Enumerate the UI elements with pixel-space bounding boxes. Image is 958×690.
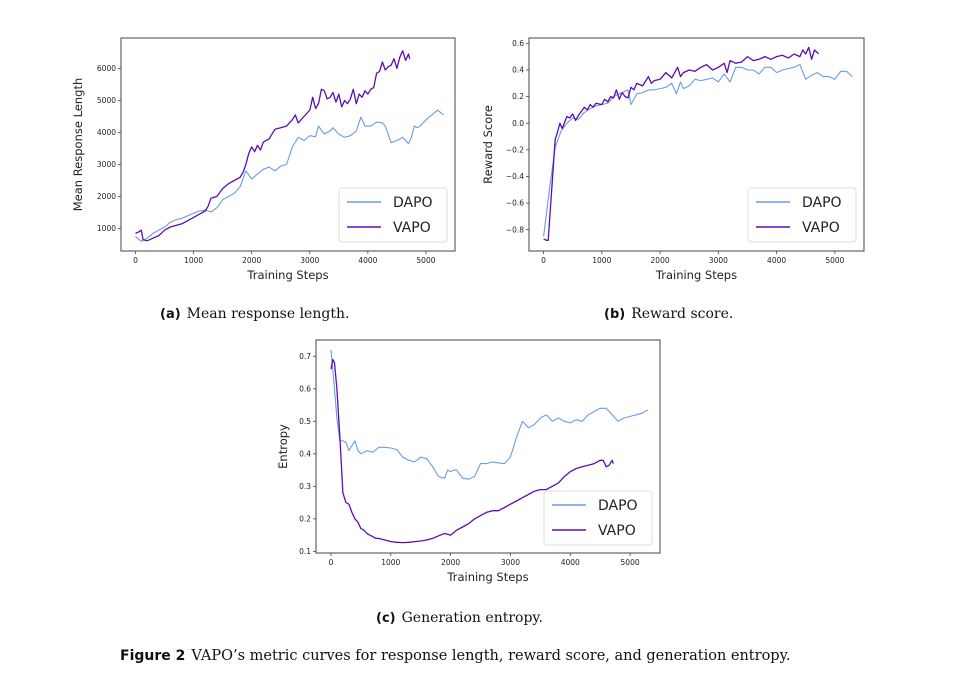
subcaption-b: (b) Reward score.: [604, 306, 733, 322]
y-tick-label: 5000: [97, 96, 116, 105]
subcaption-b-text: Reward score.: [631, 306, 734, 322]
x-tick-label: 4000: [767, 256, 786, 265]
x-tick-label: 0: [133, 256, 138, 265]
x-tick-label: 1000: [592, 256, 611, 265]
subcaption-a-label: (a): [160, 307, 181, 322]
y-tick-label: −0.4: [506, 172, 524, 181]
y-tick-label: 4000: [97, 128, 116, 137]
x-tick-label: 5000: [621, 558, 640, 567]
x-axis-label: Training Steps: [246, 268, 328, 282]
subcaption-a: (a) Mean response length.: [160, 306, 349, 322]
legend-label-vapo: VAPO: [802, 220, 840, 236]
plot-b: 0 1000 2000 3000 4000 5000 −0.8 −0.6 −0.4 −0.2 0.0…: [481, 37, 865, 282]
x-tick-label: 3000: [709, 256, 728, 265]
series-line-vapo: [135, 50, 411, 242]
y-tick-label: 2000: [97, 192, 116, 201]
subcaption-b-label: (b): [604, 307, 626, 322]
y-tick-label: 0.7: [299, 352, 311, 361]
x-tick-label: 4000: [358, 256, 377, 265]
legend: DAPO VAPO: [338, 187, 448, 243]
y-axis-label: Reward Score: [481, 105, 495, 184]
legend-label-dapo: DAPO: [393, 195, 433, 211]
x-axis-label: Training Steps: [446, 570, 528, 584]
y-tick-label: 3000: [97, 160, 116, 169]
x-tick-label: 5000: [825, 256, 844, 265]
x-tick-label: 4000: [561, 558, 580, 567]
plot-a: 0 1000 2000 3000 4000 5000 1000 2000 3000 4000 500…: [71, 37, 456, 282]
y-tick-label: 0.6: [512, 39, 524, 48]
y-tick-label: −0.8: [506, 225, 524, 234]
y-tick-label: 0.1: [299, 547, 311, 556]
legend-label-dapo: DAPO: [598, 498, 638, 514]
axes-frame: [528, 37, 865, 252]
y-axis-label: Entropy: [276, 424, 290, 469]
legend: DAPO VAPO: [747, 187, 857, 243]
x-tick-label: 2000: [651, 256, 670, 265]
x-tick-label: 3000: [501, 558, 520, 567]
x-tick-label: 3000: [300, 256, 319, 265]
x-tick-label: 5000: [416, 256, 435, 265]
x-tick-label: 1000: [381, 558, 400, 567]
y-tick-label: −0.6: [506, 199, 524, 208]
y-tick-label: 0.0: [512, 119, 524, 128]
series-line-dapo: [543, 64, 853, 237]
series-line-vapo: [543, 46, 820, 241]
figure-caption-text: VAPO’s metric curves for response length…: [191, 648, 791, 664]
x-axis-label: Training Steps: [655, 268, 737, 282]
figure-caption: Figure 2 VAPO’s metric curves for respons…: [120, 648, 790, 664]
y-tick-label: 1000: [97, 224, 116, 233]
series-line-vapo: [330, 358, 614, 544]
series-line-dapo: [135, 109, 444, 242]
y-tick-label: −0.2: [506, 145, 524, 154]
x-tick-label: 2000: [242, 256, 261, 265]
legend: DAPO VAPO: [543, 490, 653, 546]
y-tick-label: 0.6: [299, 384, 311, 393]
y-tick-label: 0.2: [512, 92, 524, 101]
x-tick-label: 0: [329, 558, 334, 567]
subcaption-c-label: (c): [376, 611, 396, 626]
figure-caption-label: Figure 2: [120, 648, 186, 664]
y-tick-label: 0.4: [512, 66, 524, 75]
subcaption-a-text: Mean response length.: [186, 306, 350, 322]
plot-c: 0 1000 2000 3000 4000 5000 0.1 0.2 0.3 0.4 0.5 0.6 0…: [276, 339, 661, 584]
x-tick-label: 0: [541, 256, 546, 265]
axes-frame: [315, 339, 661, 554]
axes-frame: [120, 37, 456, 252]
y-tick-label: 0.2: [299, 514, 311, 523]
subcaption-c-text: Generation entropy.: [401, 610, 543, 626]
y-axis-label: Mean Response Length: [71, 78, 85, 212]
subcaption-c: (c) Generation entropy.: [376, 610, 543, 626]
series-line-dapo: [330, 349, 649, 480]
legend-label-dapo: DAPO: [802, 195, 842, 211]
y-tick-label: 0.3: [299, 482, 311, 491]
legend-label-vapo: VAPO: [598, 523, 636, 539]
x-tick-label: 1000: [184, 256, 203, 265]
x-tick-label: 2000: [441, 558, 460, 567]
legend-label-vapo: VAPO: [393, 220, 431, 236]
y-tick-label: 0.4: [299, 449, 311, 458]
y-tick-label: 0.5: [299, 417, 311, 426]
y-tick-label: 6000: [97, 64, 116, 73]
